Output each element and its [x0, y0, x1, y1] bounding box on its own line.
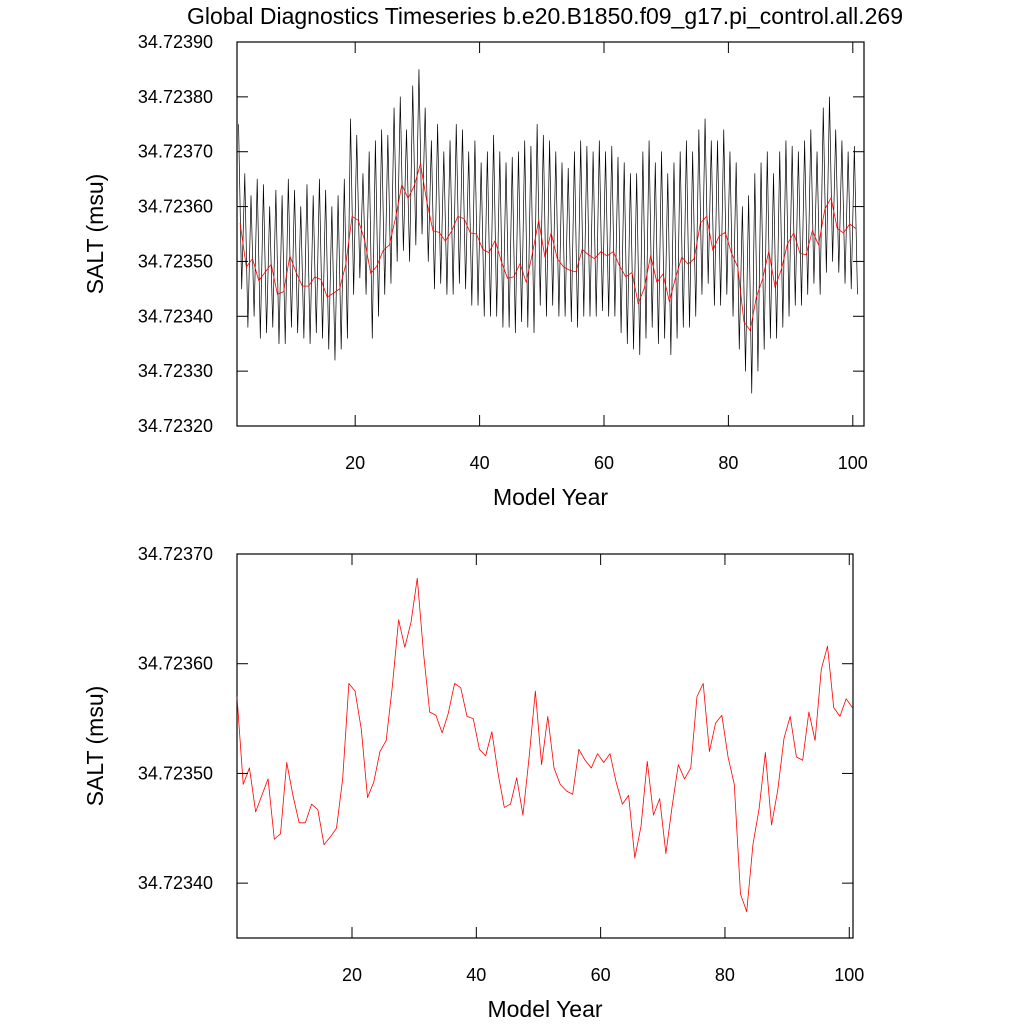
- y-tick-label: 34.72390: [138, 32, 213, 52]
- x-tick-label: 80: [718, 453, 738, 473]
- x-tick-label: 60: [594, 453, 614, 473]
- x-axis-title: Model Year: [493, 484, 608, 510]
- y-tick-label: 34.72320: [138, 416, 213, 436]
- x-axis-title: Model Year: [487, 996, 602, 1022]
- y-axis-title: SALT (msu): [82, 174, 108, 295]
- x-tick-label: 80: [715, 965, 735, 985]
- x-tick-label: 60: [591, 965, 611, 985]
- x-tick-label: 40: [466, 965, 486, 985]
- data-line: [236, 577, 853, 913]
- plot-frame: [236, 41, 865, 427]
- plot-area: 34.72340 34.72350 34.72360 34.72370 20 40 60 80…: [82, 544, 864, 1022]
- y-tick-label: 34.72330: [138, 361, 213, 381]
- y-tick-label: 34.72360: [138, 197, 213, 217]
- x-tick-label: 100: [834, 965, 864, 985]
- x-tick-label: 100: [838, 453, 868, 473]
- plot-frame: [236, 553, 854, 939]
- x-tick-label: 20: [345, 453, 365, 473]
- y-tick-label: 34.72340: [138, 306, 213, 326]
- x-tick-label: 40: [470, 453, 490, 473]
- y-tick-label: 34.72380: [138, 87, 213, 107]
- chart-title: Global Diagnostics Timeseries b.e20.B185…: [187, 3, 903, 29]
- x-tick-label: 20: [342, 965, 362, 985]
- y-tick-label: 34.72370: [138, 142, 213, 162]
- y-tick-label: 34.72350: [138, 763, 213, 783]
- plot-area: 34.72320 34.72330 34.72340 34.72350 34.72360…: [82, 3, 903, 510]
- y-tick-label: 34.72370: [138, 544, 213, 564]
- y-tick-label: 34.72350: [138, 251, 213, 271]
- y-tick-label: 34.72360: [138, 654, 213, 674]
- data-line: [238, 69, 858, 394]
- data-line: [239, 163, 857, 331]
- y-axis-title: SALT (msu): [82, 686, 108, 807]
- y-tick-label: 34.72340: [138, 873, 213, 893]
